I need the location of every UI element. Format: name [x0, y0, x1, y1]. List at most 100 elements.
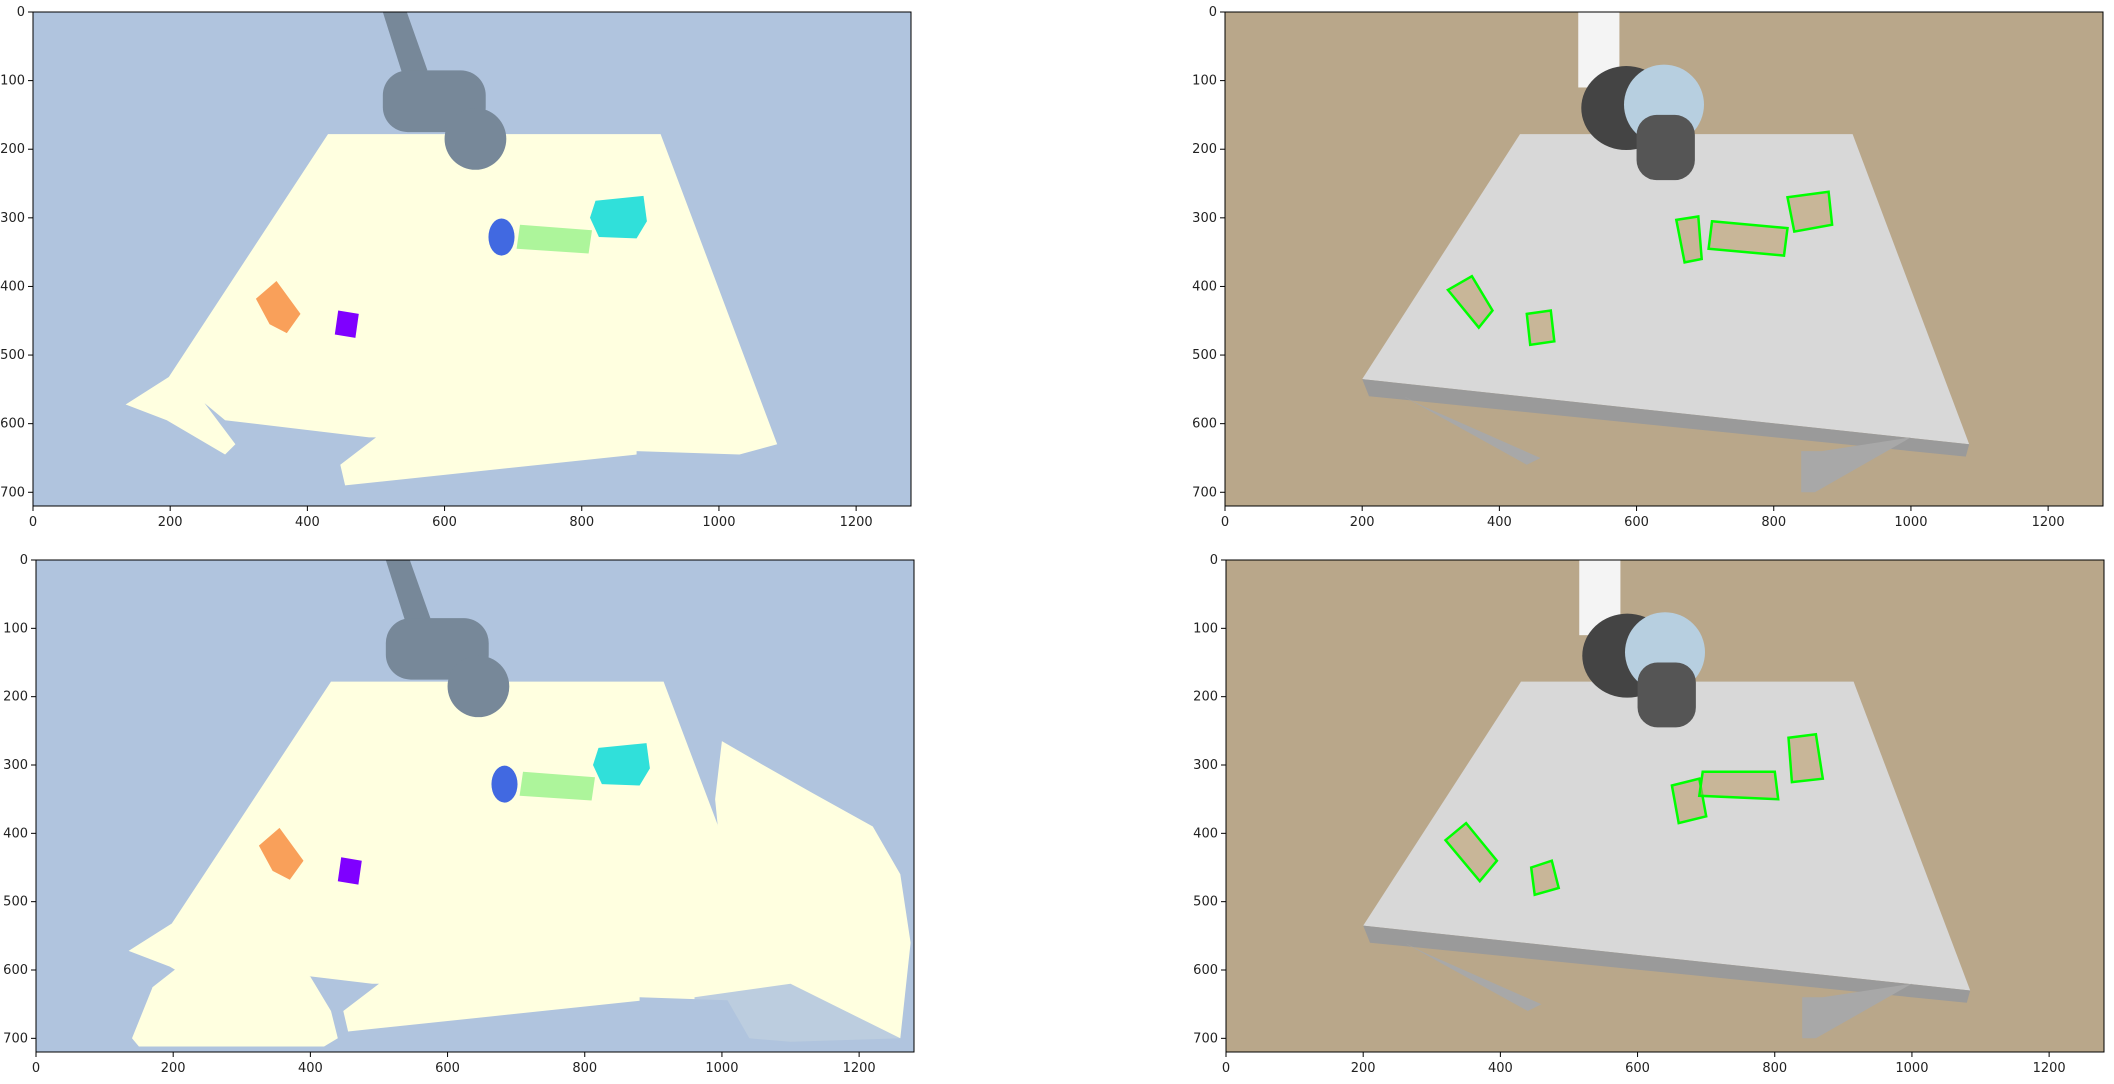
table-edge [1363, 925, 1971, 1003]
y-tick-label: 200 [1192, 142, 1217, 157]
x-tick-label: 600 [435, 1061, 460, 1076]
y-tick-label: 100 [1193, 621, 1218, 636]
x-tick-label: 200 [158, 515, 183, 530]
object-cyan [593, 743, 650, 786]
y-tick-label: 400 [1192, 279, 1217, 294]
object-blue [488, 218, 515, 256]
x-tick-label: 400 [1487, 515, 1512, 530]
table-leg-right [1802, 983, 1912, 1039]
noise-region-left [132, 942, 338, 1047]
x-tick-label: 1000 [702, 515, 735, 530]
plot-svg: 0 200 400 600 800 1000 1200 0 100 200 300 400 500 600… [1192, 5, 2104, 530]
y-tick-label: 200 [3, 690, 28, 705]
y-tick-label: 0 [20, 553, 28, 568]
x-tick-label: 0 [29, 515, 37, 530]
detected-box [1787, 732, 1825, 784]
detected-box [1525, 309, 1556, 347]
robot-arm-upper [382, 12, 428, 78]
rgb-gt-panel: 0 200 400 600 800 1000 1200 0 100 200 300 400 500 600… [1190, 0, 2114, 540]
x-tick-label: 200 [1350, 515, 1375, 530]
x-tick-label: 1200 [840, 515, 873, 530]
x-tick-label: 0 [1221, 515, 1229, 530]
axes-frame [1225, 559, 2105, 1053]
x-tick-label: 1000 [1895, 1061, 1928, 1076]
object-blue [491, 765, 518, 803]
table-edge [1362, 379, 1970, 457]
x-tick-label: 0 [1222, 1061, 1230, 1076]
x-tick-label: 800 [569, 515, 594, 530]
x-tick-label: 400 [1488, 1061, 1513, 1076]
x-tick-label: 800 [1761, 515, 1786, 530]
plot-svg: 0 200 400 600 800 1000 1200 0 100 200 300 400 500 600… [0, 5, 912, 530]
y-tick-label: 400 [3, 826, 28, 841]
y-tick-label: 400 [1193, 826, 1218, 841]
object-green [519, 771, 595, 801]
y-tick-label: 700 [0, 485, 25, 500]
x-tick-label: 1200 [843, 1061, 876, 1076]
robot-arm-upper [385, 560, 431, 625]
y-tick-label: 700 [3, 1031, 28, 1046]
y-tick-label: 0 [1210, 553, 1218, 568]
y-tick-label: 0 [1209, 5, 1217, 20]
x-tick-label: 600 [1624, 515, 1649, 530]
x-tick-label: 800 [572, 1061, 597, 1076]
y-tick-label: 100 [0, 74, 25, 89]
image-layer [36, 560, 914, 1052]
y-tick-label: 600 [1192, 417, 1217, 432]
table-leg-left [1404, 942, 1542, 1011]
y-tick-label: 500 [1192, 348, 1217, 363]
y-tick-label: 600 [3, 963, 28, 978]
detected-box [1670, 777, 1708, 825]
x-tick-label: 1000 [705, 1061, 738, 1076]
y-tick-label: 200 [0, 142, 25, 157]
y-tick-label: 0 [17, 5, 25, 20]
x-tick-label: 200 [1351, 1061, 1376, 1076]
robot-gripper [1637, 662, 1696, 728]
x-tick-label: 200 [161, 1061, 186, 1076]
object-orange [258, 827, 304, 880]
y-tick-label: 200 [1193, 690, 1218, 705]
robot-gripper [1636, 114, 1695, 181]
axes-frame [32, 11, 912, 507]
y-tick-label: 300 [1193, 758, 1218, 773]
object-green [516, 224, 592, 254]
y-tick-label: 300 [0, 211, 25, 226]
y-tick-label: 100 [1192, 74, 1217, 89]
detected-box [1445, 274, 1495, 330]
object-cyan [590, 195, 647, 239]
plot-svg: 0 200 400 600 800 1000 1200 0 100 200 300 400 500 600… [3, 553, 915, 1076]
x-tick-label: 1200 [2033, 1061, 2066, 1076]
x-tick-label: 400 [295, 515, 320, 530]
robot-gripper [444, 108, 507, 170]
detected-box [1786, 190, 1834, 234]
seg-pred-panel: 0 200 400 600 800 1000 1200 0 100 200 300 400 500 600… [0, 548, 940, 1084]
detected-box [1707, 219, 1789, 257]
noise-gap [694, 983, 901, 1047]
axes-frame [1224, 11, 2104, 507]
y-tick-label: 500 [1193, 895, 1218, 910]
image-layer [33, 12, 911, 506]
table-leg-left [1403, 396, 1541, 465]
y-tick-label: 100 [3, 621, 28, 636]
y-tick-label: 700 [1193, 1031, 1218, 1046]
y-tick-label: 300 [3, 758, 28, 773]
rgb-pred-panel: 0 200 400 600 800 1000 1200 0 100 200 300 400 500 600… [1190, 548, 2114, 1084]
detected-box [1443, 821, 1499, 884]
detected-box [1697, 770, 1780, 801]
y-tick-label: 400 [0, 279, 25, 294]
robot-gripper [447, 655, 510, 718]
x-tick-label: 800 [1762, 1061, 1787, 1076]
x-tick-label: 1000 [1894, 515, 1927, 530]
table-leg-right [1801, 437, 1911, 493]
y-tick-label: 300 [1192, 211, 1217, 226]
image-layer [1226, 560, 2104, 1052]
object-purple [334, 310, 359, 338]
x-tick-label: 0 [32, 1061, 40, 1076]
y-tick-label: 600 [0, 417, 25, 432]
y-tick-label: 700 [1192, 485, 1217, 500]
x-tick-label: 400 [298, 1061, 323, 1076]
y-tick-label: 600 [1193, 963, 1218, 978]
x-tick-label: 600 [1625, 1061, 1650, 1076]
detected-box [1674, 215, 1704, 264]
seg-gt-panel: 0 200 400 600 800 1000 1200 0 100 200 300 400 500 600… [0, 0, 940, 540]
